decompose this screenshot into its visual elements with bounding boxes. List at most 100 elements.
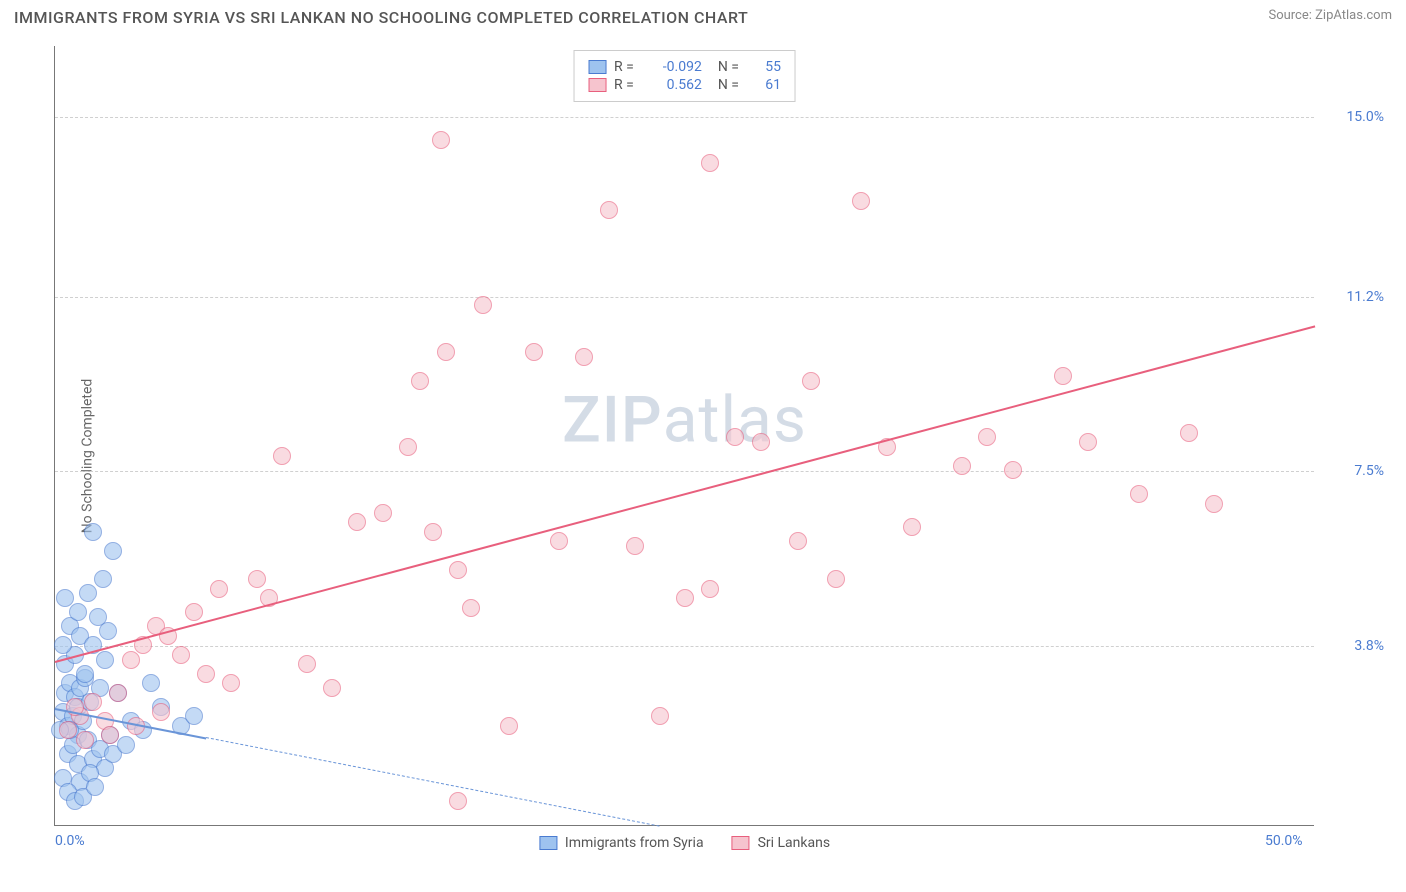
data-point bbox=[449, 561, 467, 579]
data-point bbox=[789, 532, 807, 550]
gridline bbox=[55, 297, 1314, 298]
data-point bbox=[701, 154, 719, 172]
data-point bbox=[76, 731, 94, 749]
data-point bbox=[449, 792, 467, 810]
data-point bbox=[298, 655, 316, 673]
legend-swatch bbox=[539, 836, 557, 850]
data-point bbox=[626, 537, 644, 555]
data-point bbox=[79, 584, 97, 602]
chart-container: No Schooling Completed ZIPatlas R =-0.09… bbox=[14, 46, 1392, 866]
gridline bbox=[55, 117, 1314, 118]
data-point bbox=[248, 570, 266, 588]
data-point bbox=[101, 726, 119, 744]
legend-R-label: R = bbox=[614, 59, 634, 75]
data-point bbox=[210, 580, 228, 598]
source-name: ZipAtlas.com bbox=[1315, 8, 1392, 23]
legend-R-value: -0.092 bbox=[642, 59, 702, 75]
data-point bbox=[172, 646, 190, 664]
data-point bbox=[600, 201, 618, 219]
data-point bbox=[953, 457, 971, 475]
legend-N-label: N = bbox=[718, 59, 739, 75]
legend-item: Immigrants from Syria bbox=[539, 835, 704, 851]
trend-line bbox=[55, 325, 1316, 663]
data-point bbox=[726, 428, 744, 446]
data-point bbox=[185, 603, 203, 621]
data-point bbox=[152, 703, 170, 721]
y-tick-label: 15.0% bbox=[1324, 109, 1384, 125]
data-point bbox=[374, 504, 392, 522]
data-point bbox=[69, 603, 87, 621]
data-point bbox=[142, 674, 160, 692]
legend-swatch bbox=[588, 78, 606, 92]
legend-N-value: 55 bbox=[747, 59, 781, 75]
data-point bbox=[978, 428, 996, 446]
data-point bbox=[197, 665, 215, 683]
legend-swatch bbox=[732, 836, 750, 850]
data-point bbox=[802, 372, 820, 390]
data-point bbox=[903, 518, 921, 536]
legend-row: R = -0.092 N = 55 bbox=[588, 59, 781, 75]
data-point bbox=[827, 570, 845, 588]
legend-N-label: N = bbox=[718, 77, 739, 93]
data-point bbox=[424, 523, 442, 541]
data-point bbox=[432, 131, 450, 149]
data-point bbox=[96, 651, 114, 669]
watermark-zip: ZIP bbox=[562, 382, 663, 457]
data-point bbox=[323, 679, 341, 697]
data-point bbox=[525, 343, 543, 361]
source-prefix: Source: bbox=[1268, 8, 1315, 23]
data-point bbox=[94, 570, 112, 588]
data-point bbox=[701, 580, 719, 598]
y-tick-label: 3.8% bbox=[1324, 638, 1384, 654]
correlation-legend: R = -0.092 N = 55 R = 0.562 N = 61 bbox=[573, 50, 796, 102]
y-tick-label: 11.2% bbox=[1324, 289, 1384, 305]
x-tick-label: 50.0% bbox=[1265, 833, 1303, 849]
source-attribution: Source: ZipAtlas.com bbox=[1268, 8, 1392, 23]
data-point bbox=[84, 523, 102, 541]
trend-line-dashed bbox=[206, 737, 660, 827]
data-point bbox=[104, 542, 122, 560]
data-point bbox=[99, 622, 117, 640]
data-point bbox=[1054, 367, 1072, 385]
data-point bbox=[122, 651, 140, 669]
data-point bbox=[84, 693, 102, 711]
data-point bbox=[1130, 485, 1148, 503]
legend-R-value: 0.562 bbox=[642, 77, 702, 93]
data-point bbox=[462, 599, 480, 617]
data-point bbox=[500, 717, 518, 735]
data-point bbox=[185, 707, 203, 725]
legend-series-name: Immigrants from Syria bbox=[565, 835, 704, 851]
data-point bbox=[348, 513, 366, 531]
data-point bbox=[117, 736, 135, 754]
data-point bbox=[1079, 433, 1097, 451]
legend-item: Sri Lankans bbox=[732, 835, 831, 851]
data-point bbox=[76, 665, 94, 683]
legend-swatch bbox=[588, 60, 606, 74]
data-point bbox=[59, 721, 77, 739]
data-point bbox=[752, 433, 770, 451]
x-tick-label: 0.0% bbox=[55, 833, 85, 849]
data-point bbox=[852, 192, 870, 210]
y-tick-label: 7.5% bbox=[1324, 463, 1384, 479]
data-point bbox=[575, 348, 593, 366]
watermark: ZIPatlas bbox=[562, 382, 807, 457]
data-point bbox=[550, 532, 568, 550]
data-point bbox=[1180, 424, 1198, 442]
data-point bbox=[54, 636, 72, 654]
plot-area: ZIPatlas R =-0.092N =55R =0.562N =61 Imm… bbox=[54, 46, 1314, 826]
data-point bbox=[474, 296, 492, 314]
legend-row: R = 0.562 N = 61 bbox=[588, 77, 781, 93]
legend-R-label: R = bbox=[614, 77, 634, 93]
data-point bbox=[399, 438, 417, 456]
legend-N-value: 61 bbox=[747, 77, 781, 93]
chart-title: IMMIGRANTS FROM SYRIA VS SRI LANKAN NO S… bbox=[14, 8, 748, 27]
data-point bbox=[651, 707, 669, 725]
data-point bbox=[411, 372, 429, 390]
data-point bbox=[109, 684, 127, 702]
legend-series-name: Sri Lankans bbox=[758, 835, 831, 851]
data-point bbox=[437, 343, 455, 361]
series-legend: Immigrants from Syria Sri Lankans bbox=[539, 835, 830, 851]
gridline bbox=[55, 471, 1314, 472]
data-point bbox=[273, 447, 291, 465]
data-point bbox=[86, 778, 104, 796]
